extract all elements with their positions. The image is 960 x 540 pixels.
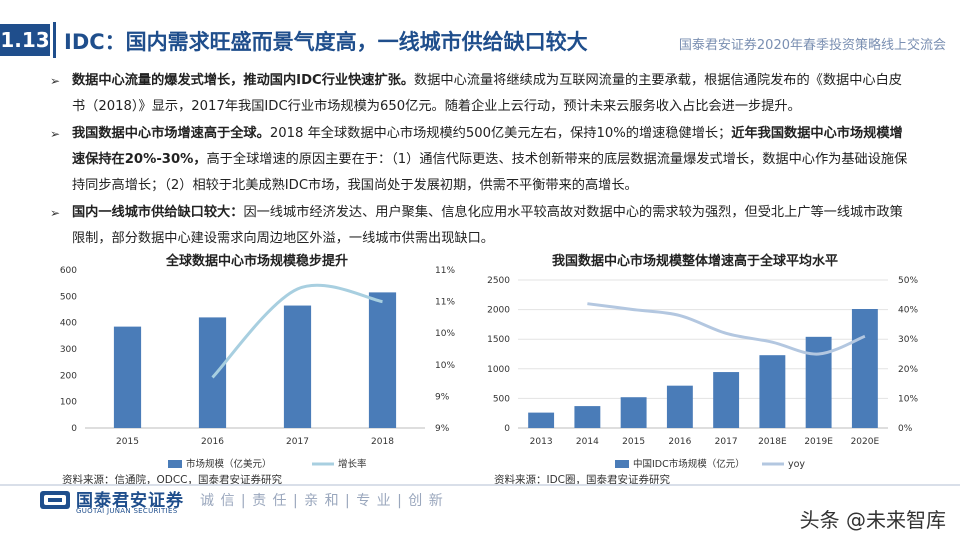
x-tick-label: 2017: [715, 437, 738, 447]
y-tick-label: 600: [60, 266, 77, 276]
company-logo-icon: [40, 491, 70, 509]
global-market-chart: 0 100 200 300 400 500 600 9% 9% 10% 10% 11% 11% 2015 2…: [60, 266, 456, 470]
legend-label-bar: 市场规模（亿美元）: [186, 458, 272, 470]
chart-source-global: 资料来源：信通院，ODCC，国泰君安证券研究: [62, 474, 283, 486]
arrow-bullet-icon: ➢: [50, 206, 61, 220]
legend-swatch-bar: [168, 460, 182, 468]
bar: [666, 385, 693, 428]
bar: [198, 317, 227, 428]
x-tick-label: 2017: [286, 437, 309, 447]
bar: [805, 336, 832, 428]
chart-title-global: 全球数据中心市场规模稳步提升: [166, 254, 349, 269]
x-tick-label: 2018E: [758, 437, 787, 447]
y2-tick-label: 50%: [898, 276, 918, 286]
legend-swatch-bar: [615, 460, 629, 468]
chart-title-china: 我国数据中心市场规模整体增速高于全球平均水平: [552, 254, 839, 269]
bar: [368, 292, 397, 428]
bullet-text: 数据中心流量将继续成为互联网流量的主要承载，根据信通院发布的《数据中心白皮书（2…: [72, 73, 902, 114]
x-tick-label: 2016: [668, 437, 691, 447]
bullet-item: ➢ 我国数据中心市场增速高于全球。2018 年全球数据中心市场规模约500亿美元…: [50, 121, 910, 199]
y-tick-label: 1000: [487, 365, 510, 375]
section-number: 1.13: [0, 24, 50, 56]
x-tick-label: 2014: [576, 437, 599, 447]
watermark: 头条 @未来智库: [799, 508, 946, 532]
y2-tick-label: 10%: [435, 361, 455, 371]
y-tick-label: 2000: [487, 306, 510, 316]
y-tick-label: 500: [493, 394, 510, 404]
bar: [528, 412, 555, 428]
bullet-bold: 我国数据中心市场增速高于全球。: [72, 126, 270, 141]
y2-tick-label: 30%: [898, 335, 918, 345]
china-market-chart: 0 500 1000 1500 2000 2500 0% 10% 20% 30% 40% 50% 201…: [487, 276, 918, 470]
y2-tick-label: 11%: [435, 298, 455, 308]
y2-tick-label: 0%: [898, 424, 913, 434]
series-line: [587, 302, 866, 356]
footer-slogan: 诚 信 | 责 任 | 亲 和 | 专 业 | 创 新: [200, 493, 444, 509]
y2-tick-label: 9%: [435, 392, 450, 402]
y2-tick-label: 20%: [898, 365, 918, 375]
y2-tick-label: 40%: [898, 306, 918, 316]
y-tick-label: 0: [504, 424, 510, 434]
arrow-bullet-icon: ➢: [50, 127, 61, 141]
x-tick-label: 2016: [201, 437, 224, 447]
x-tick-label: 2019E: [804, 437, 833, 447]
legend-label-line: 增长率: [338, 458, 367, 470]
series-line: [211, 283, 383, 379]
x-tick-label: 2015: [116, 437, 139, 447]
arrow-bullet-icon: ➢: [50, 74, 61, 88]
header: 1.13 IDC：国内需求旺盛而景气度高，一线城市供给缺口较大 国泰君安证券20…: [0, 0, 960, 62]
legend-label-line: yoy: [788, 459, 805, 470]
y-tick-label: 1500: [487, 335, 510, 345]
bullet-text: 高于全球增速的原因主要在于：（1）通信代际更迭、技术创新带来的底层数据流量爆发式…: [72, 152, 908, 193]
bar: [851, 309, 878, 428]
bar: [574, 406, 601, 428]
bar: [713, 372, 740, 428]
bullet-list: ➢ 数据中心流量的爆发式增长，推动国内IDC行业快速扩张。数据中心流量将继续成为…: [50, 68, 910, 253]
y-tick-label: 200: [60, 371, 77, 381]
y2-tick-label: 9%: [435, 424, 450, 434]
chart-source-china: 资料来源：IDC圈，国泰君安证券研究: [494, 474, 671, 486]
y2-tick-label: 10%: [435, 329, 455, 339]
bullet-bold: 国内一线城市供给缺口较大：: [72, 205, 244, 220]
y-tick-label: 100: [60, 398, 77, 408]
company-logo-text: 国泰君安证券: [76, 491, 184, 511]
y-tick-label: 0: [71, 424, 77, 434]
company-logo-en: GUOTAI JUNAN SECURITIES: [76, 507, 178, 515]
y-tick-label: 2500: [487, 276, 510, 286]
bullet-bold: 近年我国数据中心市场规模增速保持在20%-30%，: [72, 126, 903, 167]
footer-divider: [0, 484, 960, 486]
title-divider: [53, 22, 56, 58]
y2-tick-label: 11%: [435, 266, 455, 276]
bullet-item: ➢ 数据中心流量的爆发式增长，推动国内IDC行业快速扩张。数据中心流量将继续成为…: [50, 68, 910, 120]
x-tick-label: 2020E: [851, 437, 880, 447]
bar: [283, 305, 312, 428]
x-tick-label: 2013: [530, 437, 553, 447]
bar: [759, 355, 786, 428]
y2-tick-label: 10%: [898, 394, 918, 404]
y-tick-label: 400: [60, 319, 77, 329]
y-tick-label: 500: [60, 292, 77, 302]
bullet-text: 因一线城市经济发达、用户聚集、信息化应用水平较高故对数据中心的需求较为强烈，但受…: [72, 205, 903, 246]
x-tick-label: 2018: [371, 437, 394, 447]
x-tick-label: 2015: [622, 437, 645, 447]
bullet-item: ➢ 国内一线城市供给缺口较大：因一线城市经济发达、用户聚集、信息化应用水平较高故…: [50, 200, 910, 252]
bullet-text: 2018 年全球数据中心市场规模约500亿美元左右，保持10%的增速稳健增长；: [269, 126, 732, 141]
event-name: 国泰君安证券2020年春季投资策略线上交流会: [678, 38, 946, 53]
bullet-bold: 数据中心流量的爆发式增长，推动国内IDC行业快速扩张。: [72, 73, 415, 88]
page-title: IDC：国内需求旺盛而景气度高，一线城市供给缺口较大: [64, 30, 588, 54]
y-tick-label: 300: [60, 345, 77, 355]
legend-label-bar: 中国IDC市场规模（亿元）: [633, 458, 745, 470]
bar: [620, 397, 647, 428]
bar: [113, 326, 142, 428]
